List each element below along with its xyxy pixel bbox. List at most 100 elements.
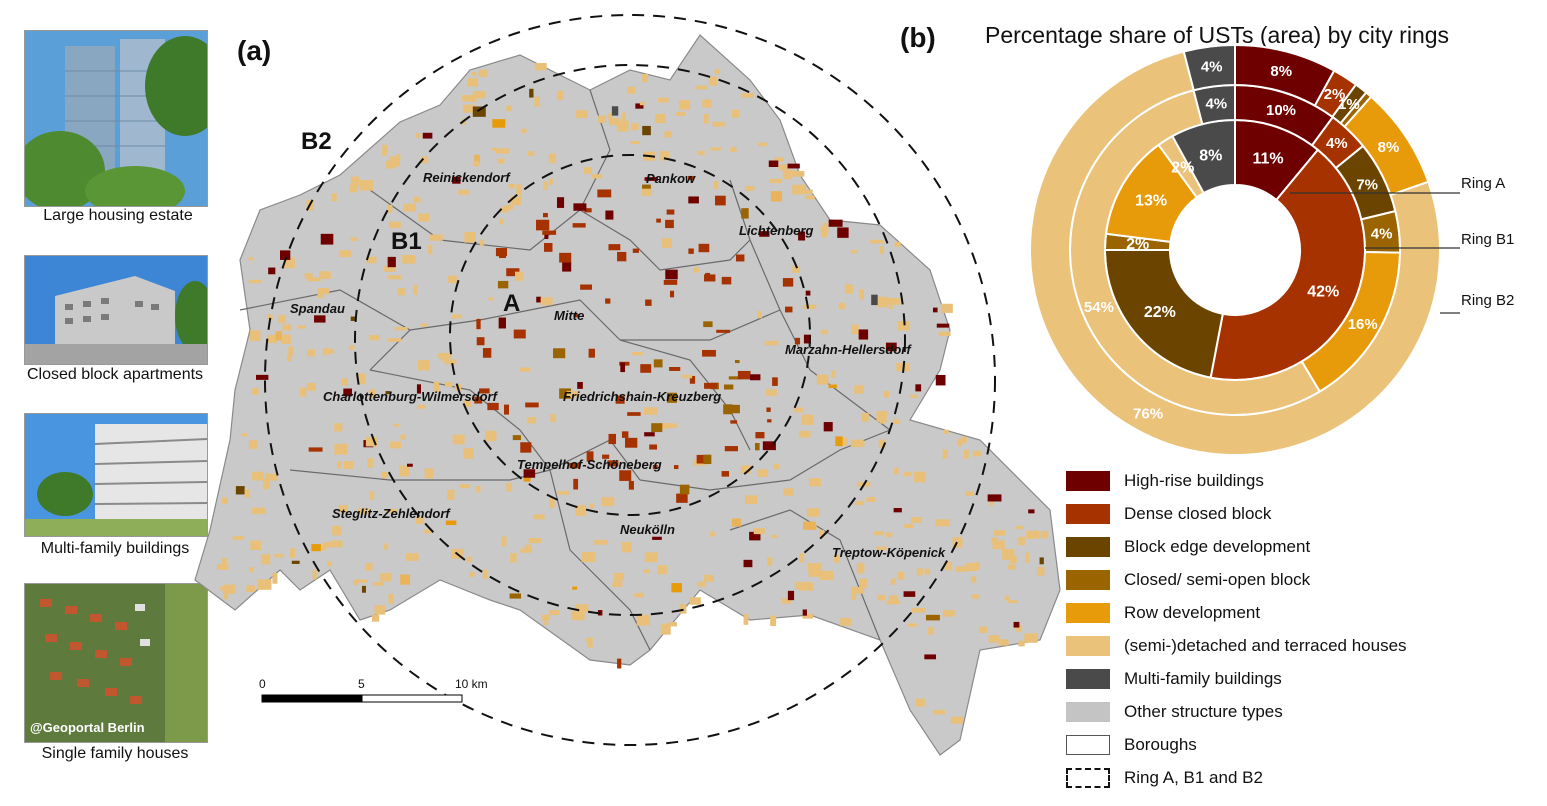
map-ust-patch <box>479 388 490 394</box>
map-ust-patch <box>885 342 897 352</box>
map-ust-patch <box>394 423 399 428</box>
donut-data-label: 10% <box>1266 102 1296 119</box>
donut-data-label: 2% <box>1324 86 1346 103</box>
map-ust-patch <box>572 223 586 228</box>
map-ust-patch <box>873 531 884 536</box>
map-ust-patch <box>708 76 718 86</box>
borough-label: Friedrichshain-Kreuzberg <box>563 389 722 404</box>
map-ust-patch <box>422 132 433 139</box>
map-ust-patch <box>1025 552 1030 563</box>
legend-label: Other structure types <box>1124 701 1283 721</box>
map-ust-patch <box>369 491 375 500</box>
map-ust-patch <box>223 591 229 600</box>
donut-data-label: 22% <box>1144 304 1176 321</box>
map-ust-patch <box>620 362 626 373</box>
map-ust-patch <box>993 530 1006 536</box>
map-ust-patch <box>764 340 779 346</box>
map-ust-patch <box>349 184 358 193</box>
map-ust-patch <box>601 497 615 507</box>
map-ust-patch <box>399 465 410 477</box>
map-ust-patch <box>798 430 811 438</box>
map-ust-patch <box>870 239 884 244</box>
map-ust-patch <box>488 297 494 301</box>
map-ust-patch <box>617 251 627 262</box>
map-ust-patch <box>463 448 474 459</box>
map-ust-patch <box>678 100 691 110</box>
map-ust-patch <box>1013 621 1020 628</box>
map-ust-patch <box>792 266 801 273</box>
map-ust-patch <box>803 334 811 344</box>
map-ust-patch <box>859 578 868 588</box>
map-ust-patch <box>731 518 741 527</box>
map-ust-patch <box>769 178 783 184</box>
map-ust-patch <box>645 299 652 306</box>
map-ust-patch <box>527 151 535 157</box>
map-ust-patch <box>689 597 701 605</box>
legend-swatch <box>1066 734 1110 755</box>
map-ust-patch <box>312 569 317 580</box>
map-ust-patch <box>605 210 614 220</box>
map-ust-patch <box>499 254 506 259</box>
donut-data-label: 4% <box>1205 96 1227 113</box>
map-ust-patch <box>402 255 416 264</box>
map-ust-patch <box>924 654 937 660</box>
legend-label: Dense closed block <box>1124 503 1272 523</box>
map-ust-patch <box>462 95 475 102</box>
map-ust-patch <box>495 148 510 154</box>
map-ust-patch <box>938 331 951 336</box>
map-ust-patch <box>420 323 428 327</box>
map-ust-patch <box>577 382 583 389</box>
map-ust-patch <box>468 94 477 102</box>
map-ust-patch <box>838 302 846 310</box>
photo-large-housing-estate <box>24 30 208 207</box>
map-ust-patch <box>499 218 504 225</box>
map-ust-patch <box>669 367 681 371</box>
map-ust-patch <box>735 360 740 364</box>
map-ust-patch <box>466 556 472 563</box>
map-ust-patch <box>642 184 651 189</box>
donut-data-label: 42% <box>1307 284 1339 301</box>
map-ust-patch <box>644 407 658 415</box>
map-ust-patch <box>942 449 948 459</box>
map-ust-patch <box>221 558 227 568</box>
map-ust-patch <box>542 212 548 218</box>
map-ust-patch <box>783 488 794 496</box>
map-ust-patch <box>598 115 607 123</box>
map-ust-patch <box>745 495 757 505</box>
map-ust-patch <box>989 498 994 506</box>
donut-data-label: 1% <box>1338 96 1360 113</box>
map-ust-patch <box>702 99 712 108</box>
map-ust-patch <box>444 382 453 387</box>
map-ust-patch <box>536 296 542 303</box>
map-ust-patch <box>542 230 557 235</box>
map-ust-patch <box>298 325 306 329</box>
map-ust-patch <box>681 374 693 379</box>
map-ust-patch <box>557 491 570 495</box>
map-ust-patch <box>381 471 389 479</box>
map-ust-patch <box>520 548 533 553</box>
legend-item: (semi-)detached and terraced houses <box>1066 629 1407 662</box>
map-ust-patch <box>809 478 821 487</box>
map-ust-patch <box>767 556 773 566</box>
map-ust-patch <box>910 394 919 398</box>
map-ust-patch <box>608 244 621 251</box>
map-ust-patch <box>703 454 712 465</box>
map-ust-patch <box>327 561 332 567</box>
map-ust-patch <box>640 364 652 373</box>
map-ust-patch <box>799 553 805 563</box>
map-ust-patch <box>366 256 377 264</box>
panel-label-a: (a) <box>237 35 272 66</box>
photo-single-family-houses <box>24 583 208 743</box>
map-ust-patch <box>583 167 592 174</box>
map-ust-patch <box>856 563 865 574</box>
ring-label-a: A <box>503 290 521 317</box>
map-ust-patch <box>657 97 669 103</box>
map-ust-patch <box>799 189 813 194</box>
map-ust-patch <box>978 626 988 633</box>
map-ust-patch <box>556 90 564 100</box>
map-ust-patch <box>851 591 857 601</box>
map-ust-patch <box>644 432 655 437</box>
legend-label: Closed/ semi-open block <box>1124 569 1311 589</box>
map-ust-patch <box>767 419 772 423</box>
map-ust-patch <box>550 414 557 423</box>
